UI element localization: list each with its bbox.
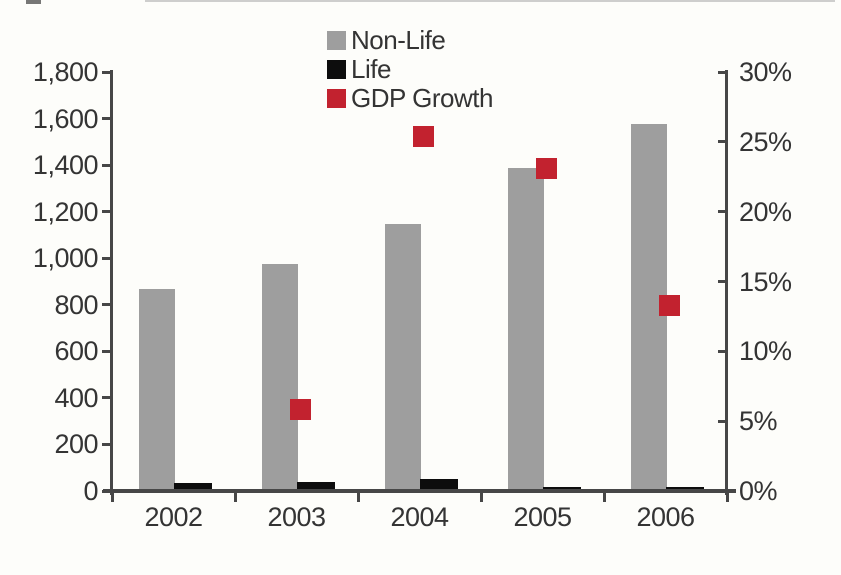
x-axis-category-label: 2005: [513, 502, 572, 532]
legend-swatch-gdp-growth: [327, 89, 346, 108]
y-axis-right-tick-label: 10%: [739, 336, 792, 367]
y-axis-left-tick: [102, 442, 111, 446]
y-axis-right-tick-label: 30%: [739, 57, 792, 87]
legend-label-life: Life: [351, 54, 391, 84]
x-axis-tick: [602, 493, 606, 502]
bar-non-life-2005: [508, 168, 544, 492]
y-axis-right-tick: [718, 280, 726, 283]
y-axis-left-tick: [102, 489, 111, 493]
gdp-growth-marker-2003: [290, 399, 311, 421]
y-axis-left-tick-label: 1,200: [32, 196, 99, 227]
x-axis-category-label: 2006: [636, 502, 695, 532]
y-axis-right-tick-label: 25%: [739, 126, 792, 157]
y-axis-right-tick-label: 15%: [739, 266, 792, 297]
gdp-growth-marker-2004: [413, 125, 434, 147]
y-axis-left-tick: [102, 256, 111, 260]
y-axis-left-tick-label: 200: [54, 429, 98, 460]
y-axis-right-tick: [718, 349, 726, 353]
y-axis-left-tick-label: 1,800: [32, 57, 99, 87]
y-axis-left-tick: [102, 303, 111, 307]
x-axis-tick: [725, 493, 729, 502]
bar-non-life-2002: [139, 289, 175, 492]
y-axis-left-tick-label: 800: [54, 289, 98, 320]
x-axis-tick: [233, 493, 237, 502]
y-axis-left-tick-label: 600: [54, 336, 98, 367]
y-axis-right-tick: [718, 70, 726, 74]
y-axis-right: [725, 70, 728, 495]
bar-non-life-2003: [262, 263, 298, 492]
y-axis-left-tick: [102, 70, 111, 74]
y-axis-right-tick: [718, 210, 726, 214]
y-axis-left-tick-label: 1,600: [32, 103, 99, 134]
x-axis-tick: [356, 493, 360, 502]
y-axis-left-tick: [102, 396, 111, 400]
legend-swatch-life: [327, 60, 346, 79]
y-axis-right-tick: [718, 489, 726, 493]
bar-life-2002: [174, 482, 212, 492]
x-axis-category-label: 2002: [144, 502, 203, 532]
legend-item-non-life: Non-Life: [327, 26, 493, 55]
x-axis-tick: [110, 493, 114, 502]
y-axis-left-tick-label: 1,400: [32, 150, 99, 181]
y-axis-right-tick-label: 5%: [739, 406, 778, 437]
cropped-caption-artifact: [26, 0, 41, 4]
y-axis-left-tick: [102, 163, 111, 167]
legend-label-gdp-growth: GDP Growth: [351, 83, 493, 113]
cropped-caption-artifact: [145, 0, 835, 2]
y-axis-left-tick-label: 400: [54, 382, 98, 413]
legend-swatch-non-life: [327, 31, 346, 50]
y-axis-left-tick-label: 1,000: [32, 243, 99, 274]
y-axis-left-tick: [102, 210, 111, 214]
legend-label-non-life: Non-Life: [351, 25, 446, 55]
y-axis-left-tick: [102, 117, 111, 121]
y-axis-left-tick: [102, 349, 111, 353]
x-axis-category-label: 2003: [267, 502, 326, 532]
x-axis: [103, 489, 736, 493]
y-axis-left-tick-label: 0: [83, 476, 98, 506]
x-axis-tick: [479, 493, 483, 502]
gdp-growth-marker-2005: [536, 157, 557, 179]
bar-life-2003: [297, 481, 335, 492]
x-axis-category-label: 2004: [390, 502, 449, 532]
y-axis-right-tick-label: 0%: [739, 476, 778, 506]
gdp-growth-marker-2006: [659, 294, 680, 316]
y-axis-right-tick-label: 20%: [739, 196, 792, 227]
y-axis-left: [110, 70, 113, 495]
legend: Non-Life Life GDP Growth: [327, 26, 493, 113]
bar-non-life-2004: [385, 224, 421, 492]
bar-life-2004: [420, 479, 458, 492]
y-axis-right-tick: [718, 140, 726, 144]
legend-item-life: Life: [327, 55, 493, 84]
y-axis-right-tick: [718, 419, 726, 423]
legend-item-gdp-growth: GDP Growth: [327, 84, 493, 113]
